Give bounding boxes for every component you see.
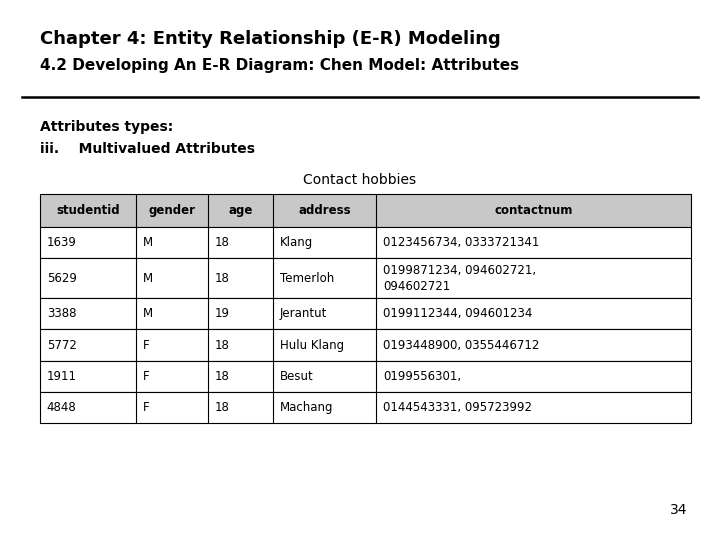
Text: Klang: Klang xyxy=(280,236,313,249)
Text: 3388: 3388 xyxy=(47,307,76,320)
Text: M: M xyxy=(143,307,153,320)
Text: Machang: Machang xyxy=(280,401,333,414)
Text: 5772: 5772 xyxy=(47,339,76,352)
Text: 0199112344, 094601234: 0199112344, 094601234 xyxy=(383,307,532,320)
Text: 0199556301,: 0199556301, xyxy=(383,370,461,383)
Text: age: age xyxy=(228,204,253,217)
Text: M: M xyxy=(143,272,153,285)
Text: 0193448900, 0355446712: 0193448900, 0355446712 xyxy=(383,339,539,352)
Text: 0199871234, 094602721,
094602721: 0199871234, 094602721, 094602721 xyxy=(383,264,536,293)
Bar xyxy=(40,227,691,258)
Text: F: F xyxy=(143,401,150,414)
Text: Jerantut: Jerantut xyxy=(280,307,328,320)
Text: Attributes types:: Attributes types: xyxy=(40,120,173,134)
Text: Temerloh: Temerloh xyxy=(280,272,334,285)
Text: 18: 18 xyxy=(215,272,230,285)
Text: 4.2 Developing An E-R Diagram: Chen Model: Attributes: 4.2 Developing An E-R Diagram: Chen Mode… xyxy=(40,58,518,73)
Text: 34: 34 xyxy=(670,503,688,517)
Text: 1911: 1911 xyxy=(47,370,77,383)
Text: 1639: 1639 xyxy=(47,236,76,249)
Bar xyxy=(40,392,691,423)
Bar xyxy=(40,329,691,361)
Text: 18: 18 xyxy=(215,339,230,352)
Text: iii.    Multivalued Attributes: iii. Multivalued Attributes xyxy=(40,142,255,156)
Text: 18: 18 xyxy=(215,236,230,249)
Text: 4848: 4848 xyxy=(47,401,76,414)
Text: address: address xyxy=(298,204,351,217)
Text: gender: gender xyxy=(148,204,195,217)
Text: 0123456734, 0333721341: 0123456734, 0333721341 xyxy=(383,236,539,249)
Bar xyxy=(40,298,691,329)
Bar xyxy=(40,258,691,298)
Text: 5629: 5629 xyxy=(47,272,76,285)
Text: 18: 18 xyxy=(215,401,230,414)
Text: Chapter 4: Entity Relationship (E-R) Modeling: Chapter 4: Entity Relationship (E-R) Mod… xyxy=(40,30,500,48)
Text: studentid: studentid xyxy=(56,204,120,217)
Text: 19: 19 xyxy=(215,307,230,320)
Text: contactnum: contactnum xyxy=(495,204,572,217)
Text: F: F xyxy=(143,370,150,383)
Text: Hulu Klang: Hulu Klang xyxy=(280,339,344,352)
Text: Contact hobbies: Contact hobbies xyxy=(303,173,417,187)
Bar xyxy=(40,361,691,392)
Text: M: M xyxy=(143,236,153,249)
Text: Besut: Besut xyxy=(280,370,314,383)
Text: F: F xyxy=(143,339,150,352)
Text: 18: 18 xyxy=(215,370,230,383)
Bar xyxy=(40,194,691,227)
Text: 0144543331, 095723992: 0144543331, 095723992 xyxy=(383,401,532,414)
